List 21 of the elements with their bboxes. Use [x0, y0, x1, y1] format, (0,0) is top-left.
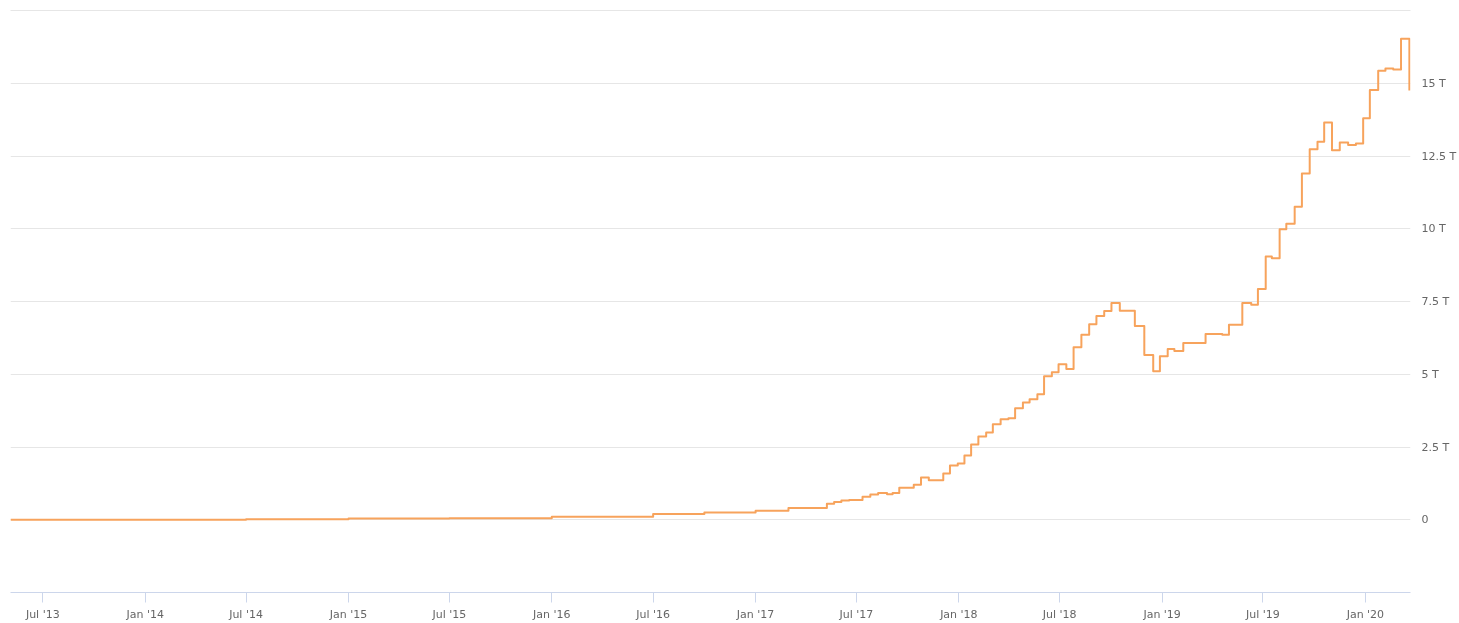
- x-tick-label: Jan '15: [328, 607, 368, 621]
- x-tick-label: Jan '17: [735, 607, 775, 621]
- x-tick-label: Jan '16: [532, 607, 571, 621]
- x-tick-label: Jul '14: [228, 607, 263, 621]
- y-tick-label: 10 T: [1421, 222, 1446, 236]
- y-tick-label: 7.5 T: [1421, 295, 1450, 308]
- x-tick-label: Jan '19: [1142, 607, 1181, 621]
- x-tick-label: Jul '15: [431, 607, 467, 621]
- y-tick-label: 5 T: [1421, 367, 1439, 381]
- x-tick-label: Jul '19: [1245, 607, 1280, 621]
- x-tick-label: Jul '13: [24, 607, 60, 621]
- x-tick-label: Jan '20: [1345, 607, 1385, 621]
- x-tick-label: Jan '18: [939, 607, 978, 621]
- y-tick-label: 12.5 T: [1421, 149, 1457, 163]
- x-tick-label: Jul '16: [635, 607, 671, 621]
- x-tick-label: Jul '17: [838, 607, 874, 621]
- x-tick-label: Jan '14: [125, 607, 165, 621]
- x-tick-label: Jul '18: [1041, 607, 1077, 621]
- y-tick-label: 15 T: [1421, 76, 1446, 90]
- y-tick-label: 0: [1421, 513, 1429, 527]
- y-tick-label: 2.5 T: [1421, 440, 1450, 454]
